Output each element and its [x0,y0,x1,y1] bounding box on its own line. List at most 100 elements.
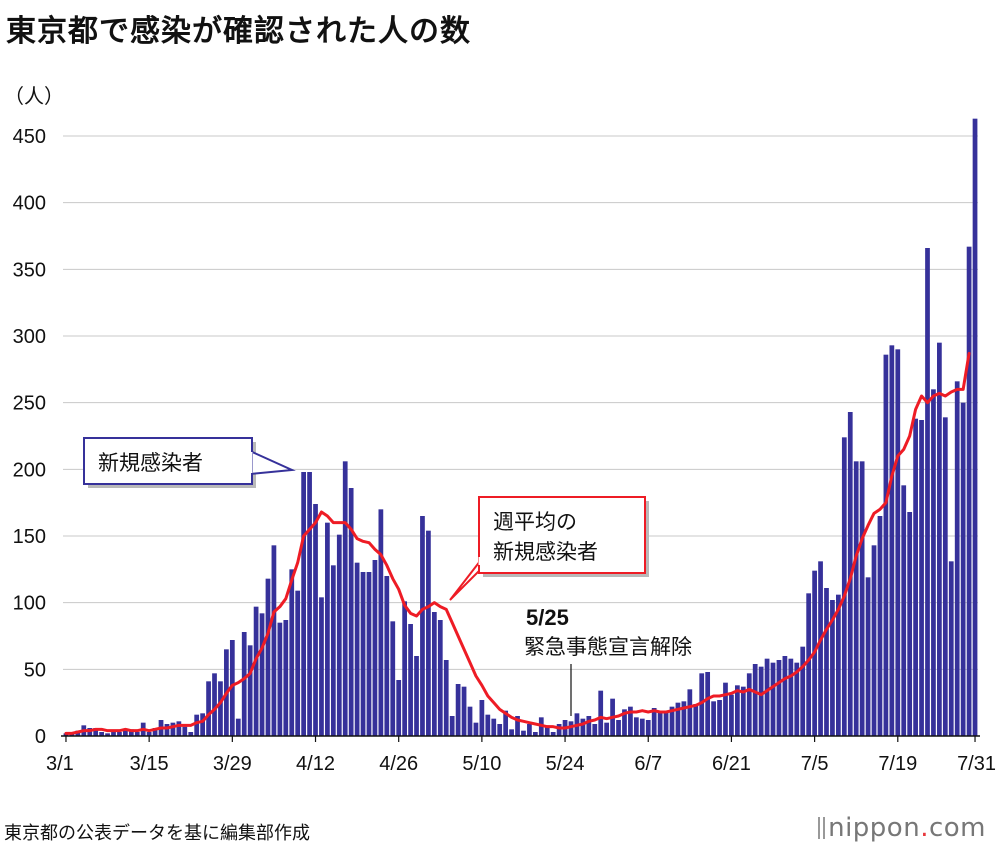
bar [681,701,687,736]
bar [188,732,194,736]
y-tick-label: 350 [13,259,46,281]
bar [206,681,211,736]
callout-weekly-average-line1: 週平均の [493,510,577,534]
logo-dot: . [920,813,929,843]
bar [711,701,716,736]
x-tick-label: 4/26 [379,753,418,775]
bar [461,686,467,736]
x-tick-label: 6/7 [634,753,662,775]
bar [639,718,645,736]
y-axis-unit-label: （人） [4,84,64,108]
y-tick-label: 0 [35,726,46,748]
bar [729,694,734,736]
bars-series [63,118,978,737]
bar [592,724,598,736]
bar [194,714,200,736]
bar [295,590,301,736]
bar [580,718,586,736]
bar [937,342,942,736]
callout-weekly-average-line2: 新規感染者 [493,540,598,564]
bar [651,708,657,736]
bar [521,730,526,736]
bar [277,622,283,736]
x-axis-ticks: 3/1 3/15 3/29 4/12 4/26 5/10 5/24 6/7 6/21 7/5 7/1… [46,736,996,775]
callout-new-cases: 新規感染者 [83,437,296,488]
bar [176,721,182,736]
callout-new-cases-box [83,437,253,485]
bar [182,726,188,736]
bar [794,662,800,736]
callout-new-cases-label: 新規感染者 [98,451,203,475]
bar [170,722,176,736]
bar [657,712,663,736]
bar [497,724,503,736]
average-line-series [64,351,971,735]
bar [360,572,366,736]
bar [313,504,318,736]
y-tick-label: 400 [13,193,46,215]
bar [437,620,443,736]
bar [146,732,152,736]
x-tick-label: 7/19 [878,753,917,775]
bar [550,732,556,736]
bar [414,656,419,736]
y-tick-label: 200 [13,459,46,481]
bar [913,418,918,736]
bar [942,417,948,736]
bar [420,516,425,736]
bar [348,488,354,736]
y-tick-label: 150 [13,526,46,548]
x-tick-label: 5/24 [546,753,585,775]
bar [954,381,960,736]
callout-new-cases-pointer [249,449,296,476]
x-tick-label: 7/31 [957,753,996,775]
bar [366,572,372,736]
bar [289,569,295,736]
bar [752,664,758,736]
bar [669,706,675,736]
bar [402,601,408,736]
bar [972,118,978,737]
bar [105,733,110,736]
bar [384,576,390,736]
annotation-date: 5/25 [526,605,569,630]
bar [699,673,705,736]
bar [633,717,639,736]
bar [824,588,829,736]
callout-weekly-average: 週平均の 新規感染者 [449,496,649,601]
x-tick-label: 6/21 [712,753,751,775]
bar [675,702,681,736]
bar [865,577,871,736]
y-axis-ticks: 0 50 100 150 200 250 300 350 400 450 [13,126,46,748]
y-tick-label: 300 [13,326,46,348]
bar [586,716,592,736]
bar [622,709,627,736]
bar [408,624,413,736]
bar [853,461,859,736]
bar [200,713,205,736]
x-tick-label: 4/12 [296,753,335,775]
x-tick-label: 7/5 [801,753,829,775]
bar [568,721,574,736]
bar [503,710,509,736]
bar [515,716,520,736]
bar [319,597,324,736]
bar [431,612,437,736]
bar [467,706,473,736]
bar [746,673,752,736]
bar [164,724,170,736]
bar [776,660,782,736]
nippon-com-logo: nippon.com [818,813,986,843]
bar [859,461,865,736]
y-tick-label: 250 [13,393,46,415]
bar [235,718,241,736]
bar [330,565,336,736]
bar [758,666,764,736]
callout-weekly-average-box [478,496,646,574]
bar [390,621,396,736]
bar [877,516,883,736]
bar [301,472,306,736]
bar [93,728,99,736]
bar [604,722,610,736]
bar [265,578,271,736]
